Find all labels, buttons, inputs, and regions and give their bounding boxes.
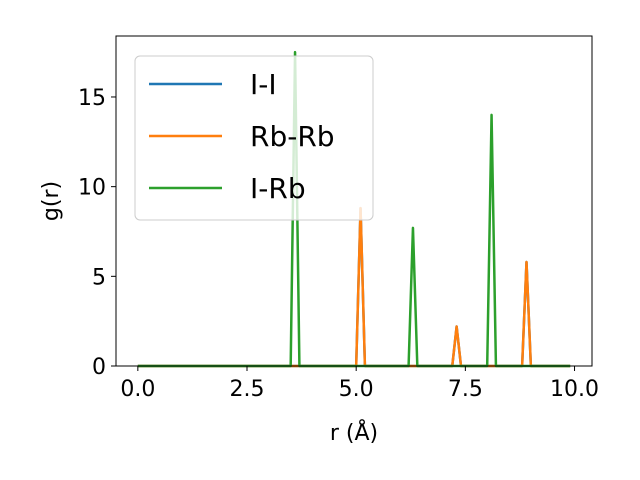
x-axis-label: r (Å) (330, 419, 378, 446)
x-tick-label: 2.5 (230, 377, 265, 402)
legend-entry: Rb-Rb (250, 120, 335, 153)
y-tick-label: 0 (92, 355, 106, 380)
legend-entry: I-Rb (250, 172, 306, 205)
x-axis-ticks: 0.0 2.5 5.0 7.5 10.0 (120, 366, 599, 402)
series-line-i-i (137, 206, 571, 368)
series-line-rb-rb (137, 206, 571, 368)
x-tick-label: 0.0 (120, 377, 155, 402)
y-axis-ticks: 0 5 10 15 (78, 86, 116, 380)
x-tick-label: 7.5 (448, 377, 483, 402)
legend-entry: I-I (250, 68, 277, 101)
y-tick-label: 5 (92, 265, 106, 290)
y-axis-label: g(r) (39, 181, 64, 221)
y-tick-label: 10 (78, 176, 106, 201)
x-tick-label: 10.0 (550, 377, 599, 402)
plot-frame (115, 35, 593, 367)
legend: I-I Rb-Rb I-Rb (134, 55, 374, 221)
y-tick-label: 15 (78, 86, 106, 111)
legend-box (134, 55, 374, 221)
x-tick-label: 5.0 (339, 377, 374, 402)
